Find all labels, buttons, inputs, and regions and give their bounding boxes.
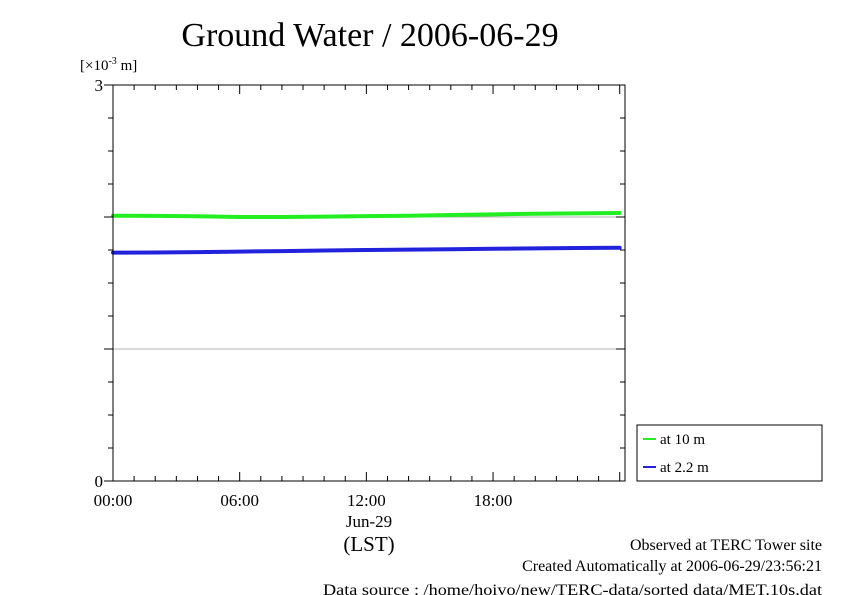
series-lines	[111, 211, 622, 255]
y-tick-label-bottom: 0	[95, 472, 104, 491]
series-line-1	[111, 245, 622, 255]
x-tick-label: 06:00	[220, 491, 259, 510]
chart-title: Ground Water / 2006-06-29	[181, 17, 558, 54]
legend-box	[636, 424, 823, 482]
series-line-0	[111, 211, 622, 219]
x-tick-label: 12:00	[347, 491, 386, 510]
footer-observed: Observed at TERC Tower site	[630, 537, 822, 554]
legend-label-10m: at 10 m	[660, 432, 705, 448]
x-date-label: Jun-29	[346, 512, 392, 531]
y-tick-label-top: 3	[95, 76, 104, 95]
x-tick-label: 18:00	[474, 491, 513, 510]
footer-source: Data source : /home/hoivo/new/TERC-data/…	[323, 582, 823, 595]
footer-created: Created Automatically at 2006-06-29/23:5…	[522, 558, 822, 575]
x-tick-label: 00:00	[94, 491, 133, 510]
legend-label-2-2m: at 2.2 m	[660, 460, 709, 476]
plot-frame	[112, 84, 626, 482]
axis-ticks	[104, 84, 625, 482]
gridlines	[113, 216, 625, 350]
y-axis-unit-label: [×10-3 m]	[80, 56, 137, 74]
legend: at 10 m at 2.2 m	[636, 424, 823, 482]
x-tick-labels: 00:00 06:00 12:00 18:00	[94, 491, 513, 510]
x-axis-label: (LST)	[343, 532, 394, 556]
